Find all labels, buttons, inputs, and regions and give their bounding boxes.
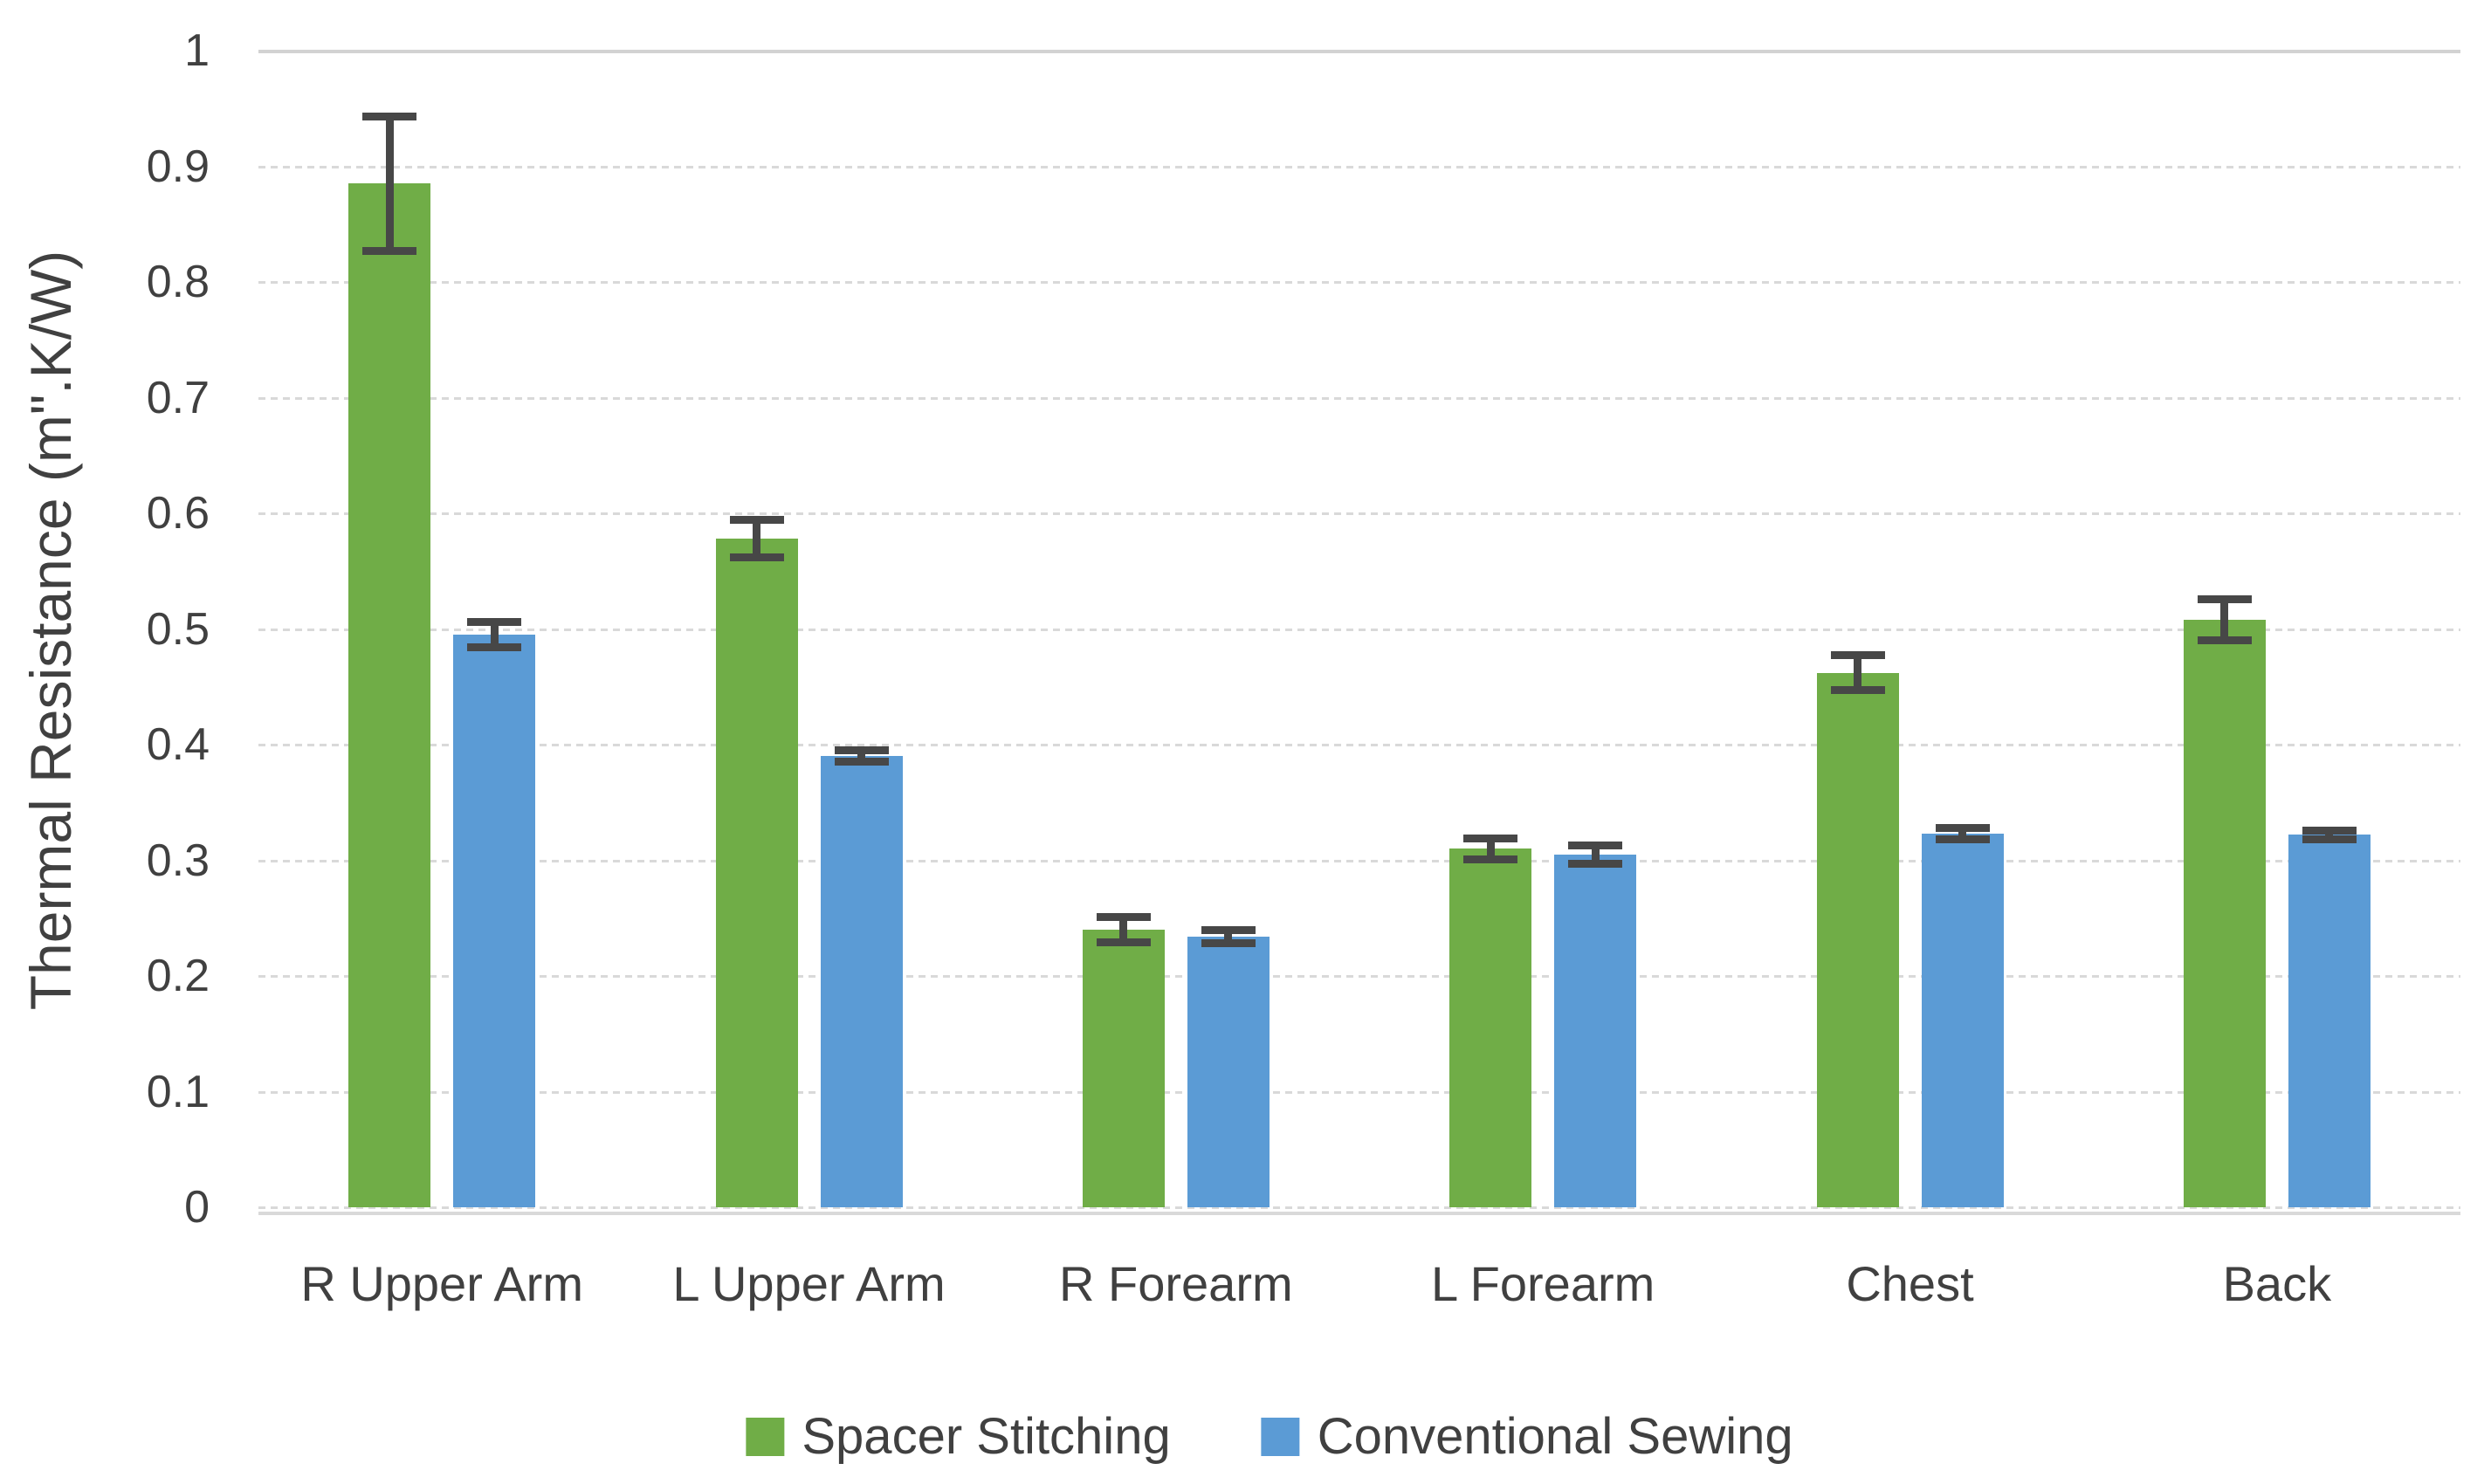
legend-item-conventional-sewing: Conventional Sewing bbox=[1261, 1407, 1793, 1466]
bar-spacer-stitching-back bbox=[2183, 619, 2266, 1207]
error-bar-line bbox=[1486, 838, 1495, 860]
error-bar-cap bbox=[2302, 835, 2357, 844]
y-tick-label: 0.8 bbox=[146, 257, 210, 307]
x-axis-line bbox=[258, 1212, 2460, 1215]
bar-conventional-sewing-l-forearm bbox=[1554, 854, 1637, 1207]
error-bar-cap bbox=[1935, 835, 1990, 844]
y-tick-label: 0.9 bbox=[146, 141, 210, 192]
y-tick-label: 0.7 bbox=[146, 372, 210, 423]
error-bar-cap bbox=[467, 643, 522, 652]
legend-label: Conventional Sewing bbox=[1317, 1408, 1793, 1465]
bar-conventional-sewing-chest bbox=[1921, 834, 2004, 1207]
gridline-0.7 bbox=[258, 396, 2460, 400]
bar-conventional-sewing-r-upper-arm bbox=[453, 635, 536, 1207]
gridline-0 bbox=[258, 1206, 2460, 1209]
error-bar-line bbox=[2325, 830, 2334, 840]
bar-spacer-stitching-l-forearm bbox=[1449, 848, 1532, 1207]
error-bar-cap bbox=[2302, 826, 2357, 835]
y-tick-label: 0.1 bbox=[146, 1066, 210, 1117]
error-bar-cap bbox=[1463, 855, 1518, 863]
error-bar-line bbox=[1854, 655, 1861, 690]
error-bar-line bbox=[1224, 930, 1233, 944]
y-tick-label: 0.5 bbox=[146, 603, 210, 655]
y-tick-label: 0 bbox=[184, 1182, 210, 1233]
bar-spacer-stitching-chest bbox=[1816, 672, 1899, 1207]
bar-spacer-stitching-r-upper-arm bbox=[348, 183, 431, 1207]
error-bar-cap bbox=[1201, 925, 1256, 934]
error-bar-cap bbox=[362, 113, 417, 121]
error-bar-cap bbox=[1096, 938, 1151, 947]
gridline-0.8 bbox=[258, 281, 2460, 284]
error-bar-cap bbox=[1830, 686, 1885, 695]
y-tick-label: 0.6 bbox=[146, 488, 210, 539]
error-bar-line bbox=[490, 622, 499, 648]
plot-area bbox=[258, 50, 2460, 1209]
bar-spacer-stitching-r-forearm bbox=[1082, 930, 1165, 1207]
error-bar-cap bbox=[2197, 594, 2252, 603]
x-category-label: Chest bbox=[1846, 1256, 1974, 1311]
error-bar-cap bbox=[834, 746, 889, 755]
legend-item-spacer-stitching: Spacer Stitching bbox=[746, 1407, 1171, 1466]
error-bar-cap bbox=[1568, 841, 1623, 849]
x-category-label: L Upper Arm bbox=[672, 1256, 946, 1311]
y-tick-label: 0.3 bbox=[146, 835, 210, 886]
error-bar-cap bbox=[467, 618, 522, 627]
bar-conventional-sewing-back bbox=[2288, 835, 2371, 1207]
gridline-0.2 bbox=[258, 975, 2460, 978]
error-bar-cap bbox=[729, 516, 784, 525]
bar-spacer-stitching-l-upper-arm bbox=[715, 539, 798, 1207]
error-bar-cap bbox=[1096, 912, 1151, 921]
error-bar-cap bbox=[1830, 651, 1885, 660]
error-bar-cap bbox=[1935, 823, 1990, 832]
error-bar-cap bbox=[834, 758, 889, 766]
gridline-0.5 bbox=[258, 628, 2460, 631]
gridline-1 bbox=[258, 50, 2460, 53]
gridline-0.4 bbox=[258, 744, 2460, 746]
x-category-label: L Forearm bbox=[1431, 1256, 1655, 1311]
error-bar-line bbox=[385, 116, 394, 251]
error-bar-cap bbox=[1201, 939, 1256, 948]
error-bar-cap bbox=[1463, 834, 1518, 842]
error-bar-line bbox=[1119, 917, 1128, 943]
y-tick-label: 0.2 bbox=[146, 951, 210, 1001]
gridline-0.6 bbox=[258, 512, 2460, 515]
error-bar-line bbox=[1591, 845, 1600, 864]
x-category-label: Back bbox=[2222, 1256, 2332, 1311]
legend: Spacer Stitching Conventional Sewing bbox=[746, 1407, 1793, 1466]
y-axis-title: Thermal Resistance (m".K/W) bbox=[18, 250, 83, 1011]
gridline-0.1 bbox=[258, 1090, 2460, 1094]
error-bar-cap bbox=[729, 553, 784, 561]
y-tick-label: 0.4 bbox=[146, 719, 210, 770]
error-bar-line bbox=[2220, 599, 2229, 641]
x-category-label: R Forearm bbox=[1059, 1256, 1293, 1311]
gridline-0.3 bbox=[258, 859, 2460, 862]
bar-conventional-sewing-r-forearm bbox=[1187, 936, 1270, 1207]
error-bar-cap bbox=[2197, 636, 2252, 645]
y-tick-label: 1 bbox=[184, 25, 210, 76]
error-bar-line bbox=[857, 750, 865, 762]
error-bar-cap bbox=[1568, 859, 1623, 868]
legend-label: Spacer Stitching bbox=[802, 1408, 1171, 1465]
error-bar-cap bbox=[362, 246, 417, 255]
bar-conventional-sewing-l-upper-arm bbox=[820, 756, 903, 1207]
error-bar-line bbox=[1958, 828, 1966, 840]
gridline-0.9 bbox=[258, 165, 2460, 168]
x-category-label: R Upper Arm bbox=[300, 1256, 583, 1311]
legend-swatch-icon bbox=[746, 1417, 785, 1456]
error-bar-line bbox=[753, 519, 760, 558]
legend-swatch-icon bbox=[1261, 1417, 1300, 1456]
